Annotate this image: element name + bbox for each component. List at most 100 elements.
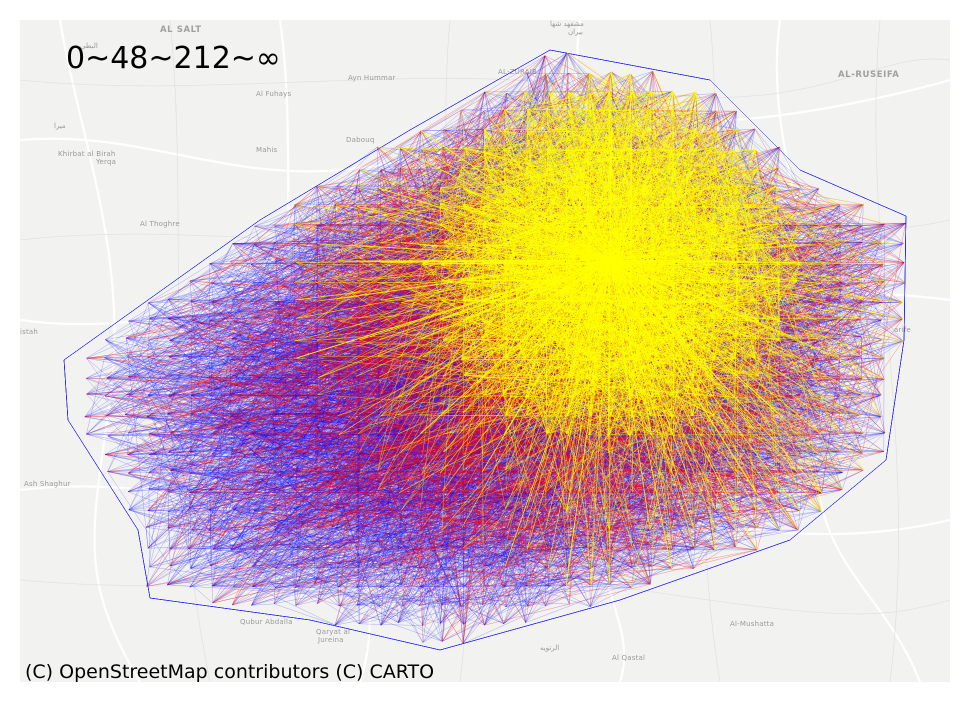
flow-line-low bbox=[337, 128, 464, 186]
flow-line-low bbox=[148, 433, 276, 436]
flow-line-low bbox=[337, 109, 462, 186]
flow-line-low bbox=[461, 109, 504, 150]
flow-line-low bbox=[797, 413, 823, 493]
flow-line-low bbox=[315, 416, 381, 626]
flow-line-low bbox=[401, 547, 464, 607]
flow-line-low bbox=[125, 414, 276, 436]
flow-line-low bbox=[232, 282, 402, 339]
place-label-al-ruseifa: AL-RUSEIFA bbox=[838, 70, 900, 80]
place-label-mahis: Mahis bbox=[256, 146, 278, 154]
flow-line-low bbox=[254, 226, 339, 246]
od-flow-network bbox=[63, 49, 907, 651]
flow-line-low bbox=[356, 453, 359, 588]
flow-line-low bbox=[420, 583, 651, 587]
flow-line-low bbox=[335, 567, 633, 626]
flow-line-low bbox=[233, 489, 843, 587]
flow-line-low bbox=[566, 585, 632, 588]
flow-line-low bbox=[170, 431, 233, 471]
flow-line-low bbox=[632, 433, 801, 548]
flow-line-low bbox=[86, 357, 105, 435]
flow-line-low bbox=[167, 451, 567, 529]
flow-line-low bbox=[127, 416, 316, 492]
flow-line-low bbox=[84, 377, 210, 418]
flow-line-low bbox=[210, 565, 336, 626]
flow-line-low bbox=[167, 282, 379, 415]
place-label-khirbat: Khirbat al Birah bbox=[58, 150, 116, 158]
flow-line-low bbox=[170, 432, 317, 569]
flow-line-low bbox=[862, 300, 886, 433]
flow-line-low bbox=[650, 71, 653, 92]
flow-line-low bbox=[755, 395, 821, 416]
place-label-qubur: Qubur Abdalla bbox=[240, 618, 293, 626]
flow-line-low bbox=[232, 185, 400, 300]
flow-line-low bbox=[104, 110, 485, 358]
flow-line-low bbox=[105, 339, 297, 530]
flow-line-low bbox=[167, 318, 483, 493]
place-label-ayn-hummar: Ayn Hummar bbox=[348, 74, 396, 82]
place-label-al-fuhays: Al Fuhays bbox=[256, 90, 292, 98]
flow-line-low bbox=[106, 415, 567, 452]
flow-line-low bbox=[211, 453, 337, 529]
place-label-arabic-left: ميرا bbox=[54, 122, 66, 130]
flow-line-low bbox=[125, 414, 403, 607]
flow-line-low bbox=[358, 492, 400, 568]
flow-line-low bbox=[148, 242, 276, 435]
place-label-jureina: Jureina bbox=[318, 636, 344, 644]
flow-line-low bbox=[145, 527, 149, 549]
flow-line-low bbox=[128, 244, 255, 510]
flow-line-low bbox=[484, 568, 672, 587]
flow-line-low bbox=[272, 432, 465, 512]
place-label-al-qastal: Al Qastal bbox=[612, 654, 646, 662]
flow-line-low bbox=[167, 472, 612, 586]
flow-line-low bbox=[167, 492, 483, 586]
flow-line-low bbox=[506, 489, 611, 549]
flow-line-low bbox=[104, 454, 673, 550]
place-label-arabic-bottom: الرتويه bbox=[540, 644, 560, 652]
flow-line-low bbox=[105, 339, 381, 548]
flow-line-low bbox=[842, 358, 885, 490]
flow-line-low bbox=[212, 585, 570, 605]
place-label-arabic-top-center: مشقهد شها bbox=[550, 20, 584, 28]
flow-line-low bbox=[149, 318, 336, 509]
map-canvas[interactable]: AL SALT AL-RUSEIFA البطي Ayn Hummar Al F… bbox=[20, 20, 950, 682]
flow-line-low bbox=[148, 472, 339, 491]
flow-line-low bbox=[212, 549, 254, 587]
place-label-qaryat: Qaryat al bbox=[316, 628, 351, 636]
flow-line-low bbox=[839, 223, 882, 417]
flow-line-low bbox=[799, 416, 882, 511]
flow-line-low bbox=[107, 471, 210, 491]
flow-line-low bbox=[170, 432, 191, 569]
flow-line-low bbox=[188, 185, 339, 509]
flow-line-low bbox=[883, 263, 906, 283]
flow-line-low bbox=[253, 340, 318, 455]
flow-line-low bbox=[148, 472, 339, 549]
flow-line-low bbox=[189, 280, 210, 531]
flow-line-low bbox=[148, 394, 276, 588]
flow-line-low bbox=[356, 605, 381, 607]
place-label-arife: arife bbox=[894, 326, 911, 334]
flow-line-low bbox=[482, 509, 527, 547]
flow-line-low bbox=[168, 396, 443, 642]
flow-line-low bbox=[420, 129, 505, 131]
flow-line-low bbox=[104, 454, 652, 567]
place-label-al-mushatta: Al-Mushatta bbox=[730, 620, 775, 628]
flow-line-low bbox=[252, 566, 441, 624]
flow-line-low bbox=[336, 510, 612, 529]
flow-line-low bbox=[168, 223, 401, 397]
flow-line-low bbox=[232, 509, 444, 586]
flow-line-low bbox=[442, 416, 882, 642]
flow-line-low bbox=[274, 603, 336, 626]
flow-line-low bbox=[106, 357, 148, 379]
flow-line-low bbox=[232, 338, 254, 550]
flow-line-low bbox=[146, 433, 399, 587]
flow-line-low bbox=[715, 510, 757, 528]
flow-line-low bbox=[275, 546, 588, 569]
flow-line-low bbox=[755, 149, 885, 359]
place-label-ash-shaghur: Ash Shaghur bbox=[24, 480, 71, 488]
flow-line-low bbox=[167, 511, 170, 550]
flow-line-low bbox=[212, 187, 358, 550]
flow-line-low bbox=[149, 318, 358, 530]
flow-line-low bbox=[187, 356, 232, 417]
flow-line-low bbox=[149, 509, 318, 568]
flow-line-low bbox=[463, 568, 548, 625]
